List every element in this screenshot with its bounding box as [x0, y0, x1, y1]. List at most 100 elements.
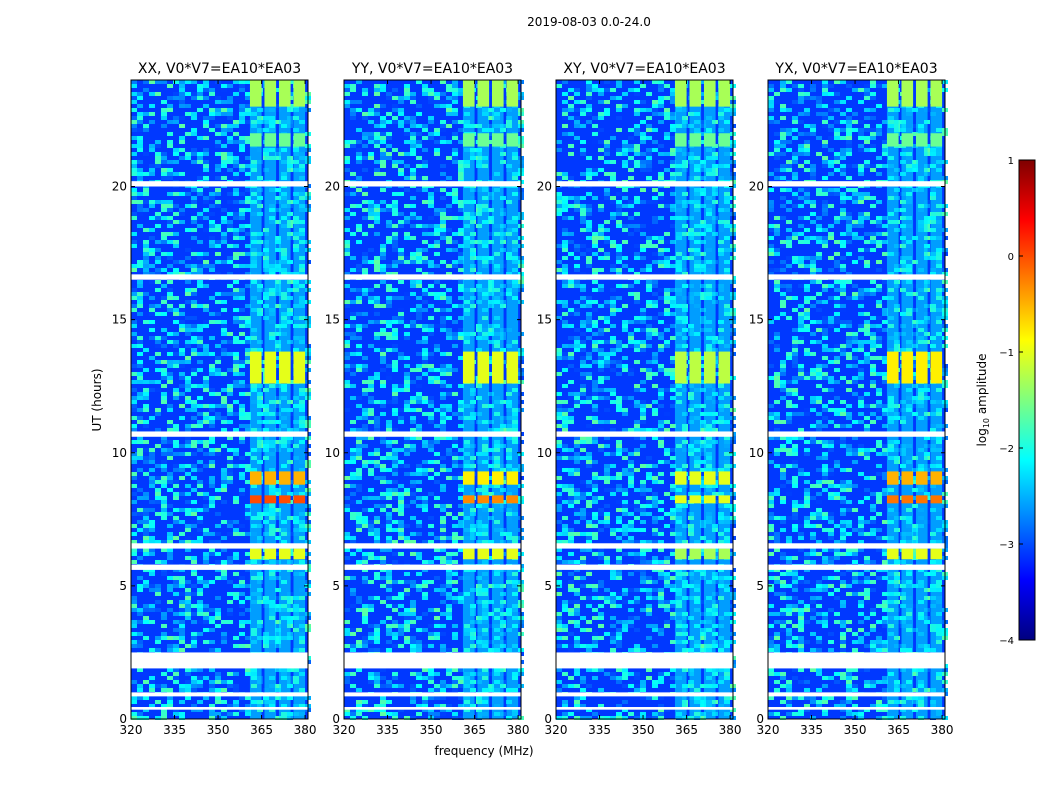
heatmap-cell [239, 360, 245, 364]
heatmap-cell [434, 504, 440, 508]
heatmap-cell [458, 336, 464, 340]
heatmap-cell [380, 708, 386, 712]
heatmap-cell [392, 120, 398, 124]
heatmap-cell [191, 252, 197, 256]
heatmap-cell [446, 100, 452, 104]
heatmap-cell [416, 424, 422, 428]
heatmap-cell [380, 704, 386, 708]
heatmap-cell [374, 216, 380, 220]
heatmap-cell [392, 632, 398, 636]
heatmap-cell [434, 228, 440, 232]
rfi-event [249, 548, 262, 560]
heatmap-cell [404, 356, 410, 360]
heatmap-cell [398, 160, 404, 164]
heatmap-cell [580, 228, 586, 232]
heatmap-cell [161, 400, 167, 404]
heatmap-cell [239, 80, 245, 84]
heatmap-cell [434, 240, 440, 244]
heatmap-cell [215, 164, 221, 168]
heatmap-cell [197, 340, 203, 344]
heatmap-cell [410, 600, 416, 604]
heatmap-cell [428, 132, 434, 136]
heatmap-cell [610, 96, 616, 100]
heatmap-cell [452, 712, 458, 716]
heatmap-cell [155, 492, 161, 496]
heatmap-cell [434, 264, 440, 268]
heatmap-cell [209, 336, 215, 340]
heatmap-cell [167, 600, 173, 604]
heatmap-cell [215, 260, 221, 264]
heatmap-cell [410, 176, 416, 180]
heatmap-cell [203, 620, 209, 624]
heatmap-cell [221, 680, 227, 684]
heatmap-cell [179, 192, 185, 196]
heatmap-cell [203, 640, 209, 644]
heatmap-cell [155, 360, 161, 364]
heatmap-cell [362, 88, 368, 92]
heatmap-cell [446, 216, 452, 220]
heatmap-cell [155, 200, 161, 204]
heatmap-cell [458, 600, 464, 604]
heatmap-cell [428, 524, 434, 528]
heatmap-cell [275, 200, 281, 204]
heatmap-cell [440, 536, 446, 540]
heatmap-cell [344, 104, 350, 108]
heatmap-cell [658, 192, 664, 196]
heatmap-cell [356, 240, 362, 244]
heatmap-cell [416, 324, 422, 328]
heatmap-cell [356, 512, 362, 516]
heatmap-cell [410, 532, 416, 536]
heatmap-cell [191, 488, 197, 492]
heatmap-cell [209, 116, 215, 120]
heatmap-cell [380, 124, 386, 128]
heatmap-cell [344, 244, 350, 248]
rfi-event [491, 471, 504, 485]
heatmap-cell [233, 140, 239, 144]
heatmap-cell [392, 332, 398, 336]
heatmap-cell [586, 120, 592, 124]
heatmap-cell [344, 156, 350, 160]
heatmap-cell [428, 708, 434, 712]
heatmap-cell [428, 200, 434, 204]
heatmap-cell [131, 232, 137, 236]
heatmap-cell [592, 240, 598, 244]
heatmap-cell [356, 300, 362, 304]
heatmap-cell [562, 80, 568, 84]
heatmap-cell [215, 608, 221, 612]
heatmap-cell [604, 160, 610, 164]
flagged-row [344, 707, 521, 710]
heatmap-cell [386, 372, 392, 376]
heatmap-cell [179, 600, 185, 604]
heatmap-cell [410, 124, 416, 128]
heatmap-cell [209, 688, 215, 692]
heatmap-cell [197, 708, 203, 712]
heatmap-cell [604, 236, 610, 240]
heatmap-cell [173, 80, 179, 84]
heatmap-cell [380, 256, 386, 260]
heatmap-cell [131, 712, 137, 716]
heatmap-cell [137, 364, 143, 368]
heatmap-cell [149, 228, 155, 232]
heatmap-cell [580, 204, 586, 208]
heatmap-cell [161, 568, 167, 572]
heatmap-cell [410, 696, 416, 700]
heatmap-cell [215, 152, 221, 156]
heatmap-cell [227, 340, 233, 344]
heatmap-cell [209, 620, 215, 624]
heatmap-cell [634, 88, 640, 92]
heatmap-cell [227, 684, 233, 688]
heatmap-cell [374, 424, 380, 428]
heatmap-cell [446, 684, 452, 688]
heatmap-cell [191, 220, 197, 224]
heatmap-cell [137, 304, 143, 308]
heatmap-cell [185, 112, 191, 116]
heatmap-cell [179, 508, 185, 512]
heatmap-cell [173, 332, 179, 336]
rfi-band [477, 80, 490, 719]
heatmap-cell [640, 152, 646, 156]
heatmap-cell [221, 340, 227, 344]
heatmap-cell [203, 160, 209, 164]
heatmap-cell [658, 152, 664, 156]
heatmap-cell [428, 376, 434, 380]
heatmap-cell [185, 616, 191, 620]
